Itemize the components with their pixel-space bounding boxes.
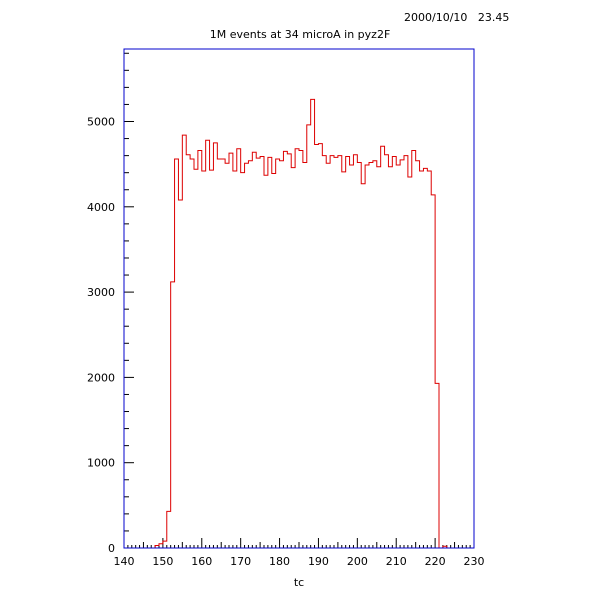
histogram-bin (420, 171, 424, 548)
histogram-bin (357, 162, 361, 548)
histogram-bin (431, 195, 435, 548)
histogram-bin (330, 156, 334, 548)
histogram-bin (198, 151, 202, 548)
histogram-bin (353, 155, 357, 548)
histogram-bin (268, 157, 272, 548)
axis-tick-labels: 140 150 160 170 180 190 200 210 220 230 0 1000 2000 3… (87, 116, 485, 568)
histogram-bin (342, 172, 346, 548)
x-axis-label: tc (294, 576, 304, 589)
histogram-bin (396, 165, 400, 548)
histogram-bin (365, 165, 369, 548)
histogram-bin (381, 146, 385, 548)
histogram-bin (167, 511, 171, 548)
x-tick-label: 200 (347, 555, 368, 568)
histogram-bin (311, 99, 315, 548)
y-tick-label: 5000 (87, 116, 115, 129)
histogram-bin (175, 159, 179, 548)
histogram-bin (303, 162, 307, 548)
histogram-bin (315, 145, 319, 548)
histogram-bin (361, 184, 365, 548)
histogram-bin (373, 161, 377, 548)
y-tick-label: 0 (108, 542, 115, 555)
histogram-bin (171, 282, 175, 548)
x-tick-label: 160 (191, 555, 212, 568)
timestamp: 2000/10/10 23.45 (404, 11, 509, 24)
histogram-bin (283, 151, 287, 548)
histogram-bin (221, 159, 225, 548)
histogram-bin (256, 158, 260, 548)
histogram-bin (392, 156, 396, 548)
histogram-bin (213, 143, 217, 548)
histogram-bin (346, 156, 350, 548)
histogram-bin (427, 171, 431, 548)
histogram-bin (237, 149, 241, 548)
axis-ticks (123, 52, 475, 549)
histogram-bin (350, 165, 354, 548)
histogram-bin (388, 167, 392, 548)
histogram-bin (182, 135, 186, 548)
histogram-bin (233, 171, 237, 548)
y-tick-label: 4000 (87, 201, 115, 214)
histogram-bin (206, 140, 210, 548)
histogram-bin (326, 163, 330, 548)
histogram-bin (322, 156, 326, 548)
plot-frame (123, 48, 475, 549)
histogram-bin (190, 159, 194, 548)
histogram-bin (264, 175, 268, 548)
histogram-bin (248, 161, 252, 548)
histogram-bin (369, 162, 373, 548)
histogram-bin (276, 159, 280, 548)
x-tick-label: 180 (269, 555, 290, 568)
x-tick-label: 150 (152, 555, 173, 568)
histogram-bin (291, 168, 295, 548)
histogram-bin (334, 157, 338, 548)
histogram-bin (299, 151, 303, 548)
histogram-bin (178, 200, 182, 548)
histogram-bin (377, 167, 381, 548)
y-tick-label: 2000 (87, 371, 115, 384)
histogram-bin (210, 170, 214, 548)
histogram-bin (307, 125, 311, 548)
y-tick-label: 1000 (87, 457, 115, 470)
histogram-bin (385, 155, 389, 548)
x-tick-label: 190 (308, 555, 329, 568)
histogram-bin (186, 155, 190, 548)
histogram-bin (287, 154, 291, 548)
histogram-bin (404, 156, 408, 548)
histogram-bin (194, 169, 198, 548)
histogram-bin (241, 173, 245, 548)
histogram-bin (416, 161, 420, 548)
histogram-bin (163, 541, 167, 548)
y-tick-label: 3000 (87, 286, 115, 299)
histogram-bin (252, 152, 256, 548)
histogram-bins (155, 99, 447, 548)
x-tick-label: 230 (464, 555, 485, 568)
chart-title: 1M events at 34 microA in pyz2F (210, 28, 391, 41)
histogram-bin (229, 153, 233, 548)
histogram-bin (225, 163, 229, 548)
histogram-bin (423, 168, 427, 548)
x-tick-label: 210 (386, 555, 407, 568)
histogram-bin (338, 156, 342, 548)
histogram-bin (295, 149, 299, 548)
histogram-bin (400, 160, 404, 548)
histogram-line (124, 98, 474, 549)
histogram-bin (318, 144, 322, 548)
x-tick-label: 140 (114, 555, 135, 568)
histogram-bin (202, 171, 206, 548)
histogram-bin (159, 544, 163, 548)
x-tick-label: 220 (425, 555, 446, 568)
histogram-bin (260, 156, 264, 548)
x-tick-label: 170 (230, 555, 251, 568)
histogram-bin (272, 174, 276, 548)
histogram-bin (408, 177, 412, 548)
histogram-bin (280, 161, 284, 548)
histogram-bin (245, 163, 249, 548)
histogram-bin (217, 159, 221, 548)
histogram-bin (435, 383, 439, 548)
histogram-bin (412, 151, 416, 548)
